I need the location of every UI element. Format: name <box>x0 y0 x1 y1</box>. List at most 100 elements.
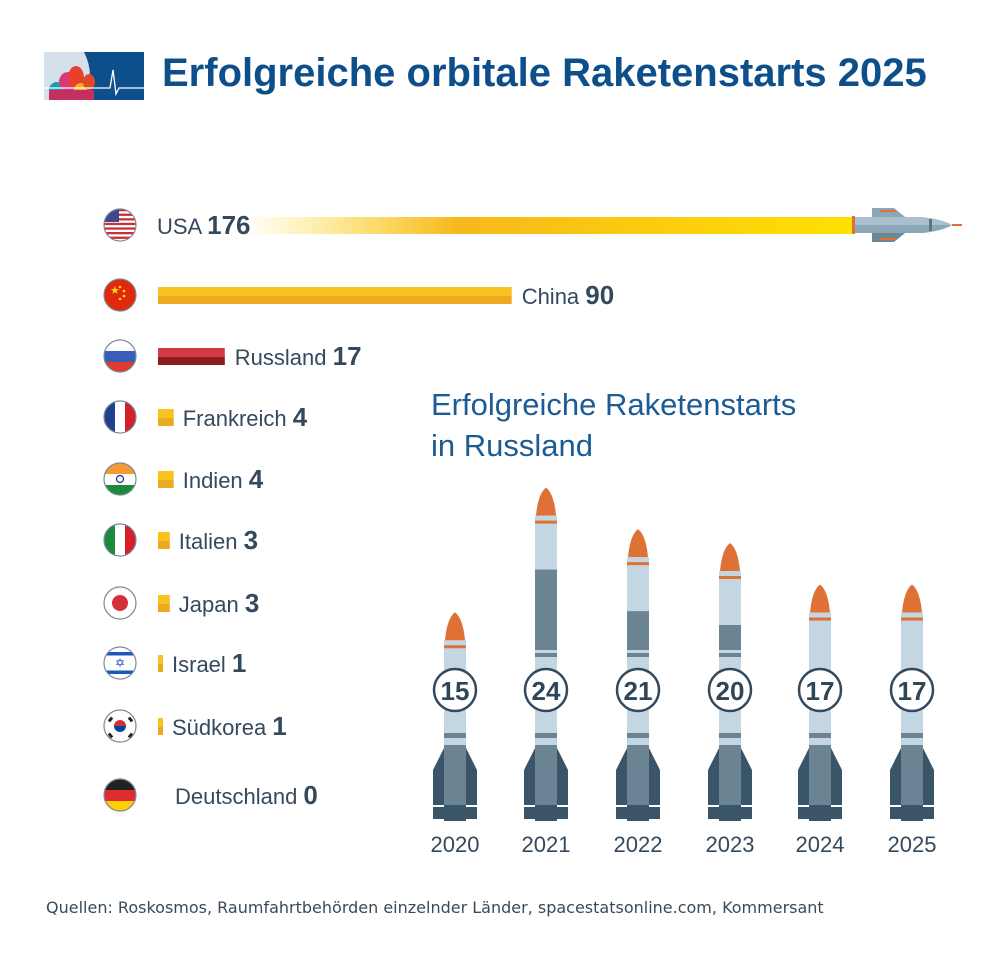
in-flag-icon <box>103 462 137 496</box>
de-flag-icon <box>103 778 137 812</box>
year-label: 2022 <box>614 832 663 857</box>
value-circle <box>797 667 843 713</box>
it-flag-icon <box>103 523 137 557</box>
jp-flag-icon <box>103 586 137 620</box>
rocket-value: 17 <box>806 676 835 706</box>
bar <box>158 595 170 604</box>
cn-flag-icon: ★ <box>103 278 137 312</box>
rocket-bar: 21 2022 <box>614 529 663 857</box>
country-row: Deutschland 0 <box>103 778 318 812</box>
sources-note: Quellen: Roskosmos, Raumfahrtbehörden ei… <box>46 898 824 917</box>
country-name: Deutschland <box>175 784 303 809</box>
country-value: 90 <box>585 280 614 310</box>
bar <box>158 409 174 418</box>
rocket-body <box>627 557 649 748</box>
rocket-nose <box>810 584 830 613</box>
country-value: 176 <box>207 210 250 240</box>
rocket-nose <box>720 543 740 571</box>
country-row: Russland 17 <box>103 339 362 373</box>
country-row: Indien 4 <box>103 462 264 496</box>
country-value: 4 <box>249 464 264 494</box>
country-label: Israel 1 <box>172 648 246 678</box>
country-name: Frankreich <box>183 406 293 431</box>
country-label: Russland 17 <box>235 341 362 371</box>
country-label: USA 176 <box>157 210 251 240</box>
rocket-icon <box>852 208 962 242</box>
country-name: Japan <box>179 592 245 617</box>
bar-shade <box>158 357 225 365</box>
rocket-value: 17 <box>898 676 927 706</box>
rocket-stage <box>719 625 741 650</box>
bar-shade <box>158 727 163 735</box>
year-label: 2025 <box>888 832 937 857</box>
rocket-nose <box>628 529 648 558</box>
country-value: 4 <box>293 402 308 432</box>
bar-shade <box>158 296 512 304</box>
bar <box>158 348 225 357</box>
country-row: ★ China 90 <box>103 278 615 312</box>
country-value: 3 <box>244 525 258 555</box>
country-row: USA 176 <box>103 208 962 242</box>
country-label: Frankreich 4 <box>183 402 308 432</box>
country-value: 3 <box>245 588 259 618</box>
bar <box>158 655 163 664</box>
country-row: Japan 3 <box>103 586 260 620</box>
rocket-bar: 17 2024 <box>796 584 845 857</box>
bar <box>245 217 852 234</box>
value-circle <box>707 667 753 713</box>
rocket-stage <box>627 611 649 650</box>
country-label: Indien 4 <box>183 464 264 494</box>
country-row: Italien 3 <box>103 523 258 557</box>
page-title: Erfolgreiche orbitale Raketenstarts 2025 <box>162 51 927 95</box>
country-label: China 90 <box>522 280 615 310</box>
rocket-value: 20 <box>716 676 745 706</box>
bar <box>158 718 163 727</box>
us-flag-icon <box>103 208 137 242</box>
rocket-nose <box>536 487 556 516</box>
country-name: Russland <box>235 345 333 370</box>
country-name: Israel <box>172 652 232 677</box>
rocket-value: 21 <box>624 676 653 706</box>
russia-chart-title-line2: in Russland <box>431 428 593 463</box>
bar-shade <box>158 480 174 488</box>
bar <box>158 471 174 480</box>
country-label: Südkorea 1 <box>172 711 287 741</box>
country-value: 1 <box>232 648 246 678</box>
svg-text:✡: ✡ <box>115 656 125 670</box>
il-flag-icon: ✡ <box>103 646 137 680</box>
value-circle <box>615 667 661 713</box>
bar <box>158 532 170 541</box>
bar-shade <box>158 418 174 426</box>
value-circle <box>889 667 935 713</box>
year-label: 2024 <box>796 832 845 857</box>
rocket-value: 24 <box>532 676 561 706</box>
value-circle <box>432 667 478 713</box>
country-name: Italien <box>179 529 244 554</box>
country-name: China <box>522 284 586 309</box>
country-label: Japan 3 <box>179 588 260 618</box>
country-row: Südkorea 1 <box>103 709 287 743</box>
ru-flag-icon <box>103 339 137 373</box>
year-label: 2021 <box>522 832 571 857</box>
rocket-nose <box>445 612 465 641</box>
country-label: Deutschland 0 <box>175 780 318 810</box>
kr-flag-icon <box>103 709 137 743</box>
bar-shade <box>158 664 163 672</box>
rocket-body <box>719 571 741 748</box>
logo-icon <box>44 52 144 100</box>
country-name: Südkorea <box>172 715 272 740</box>
rocket-stage <box>535 569 557 650</box>
year-label: 2023 <box>706 832 755 857</box>
country-row: Frankreich 4 <box>103 400 308 434</box>
fr-flag-icon <box>103 400 137 434</box>
bar <box>158 287 512 296</box>
country-label: Italien 3 <box>179 525 258 555</box>
svg-text:★: ★ <box>110 285 120 297</box>
country-row: ✡ Israel 1 <box>103 646 246 680</box>
country-value: 1 <box>272 711 286 741</box>
bar-shade <box>158 604 170 612</box>
rocket-bar: 24 2021 <box>522 487 571 857</box>
year-label: 2020 <box>431 832 480 857</box>
rocket-bar: 17 2025 <box>888 584 937 857</box>
